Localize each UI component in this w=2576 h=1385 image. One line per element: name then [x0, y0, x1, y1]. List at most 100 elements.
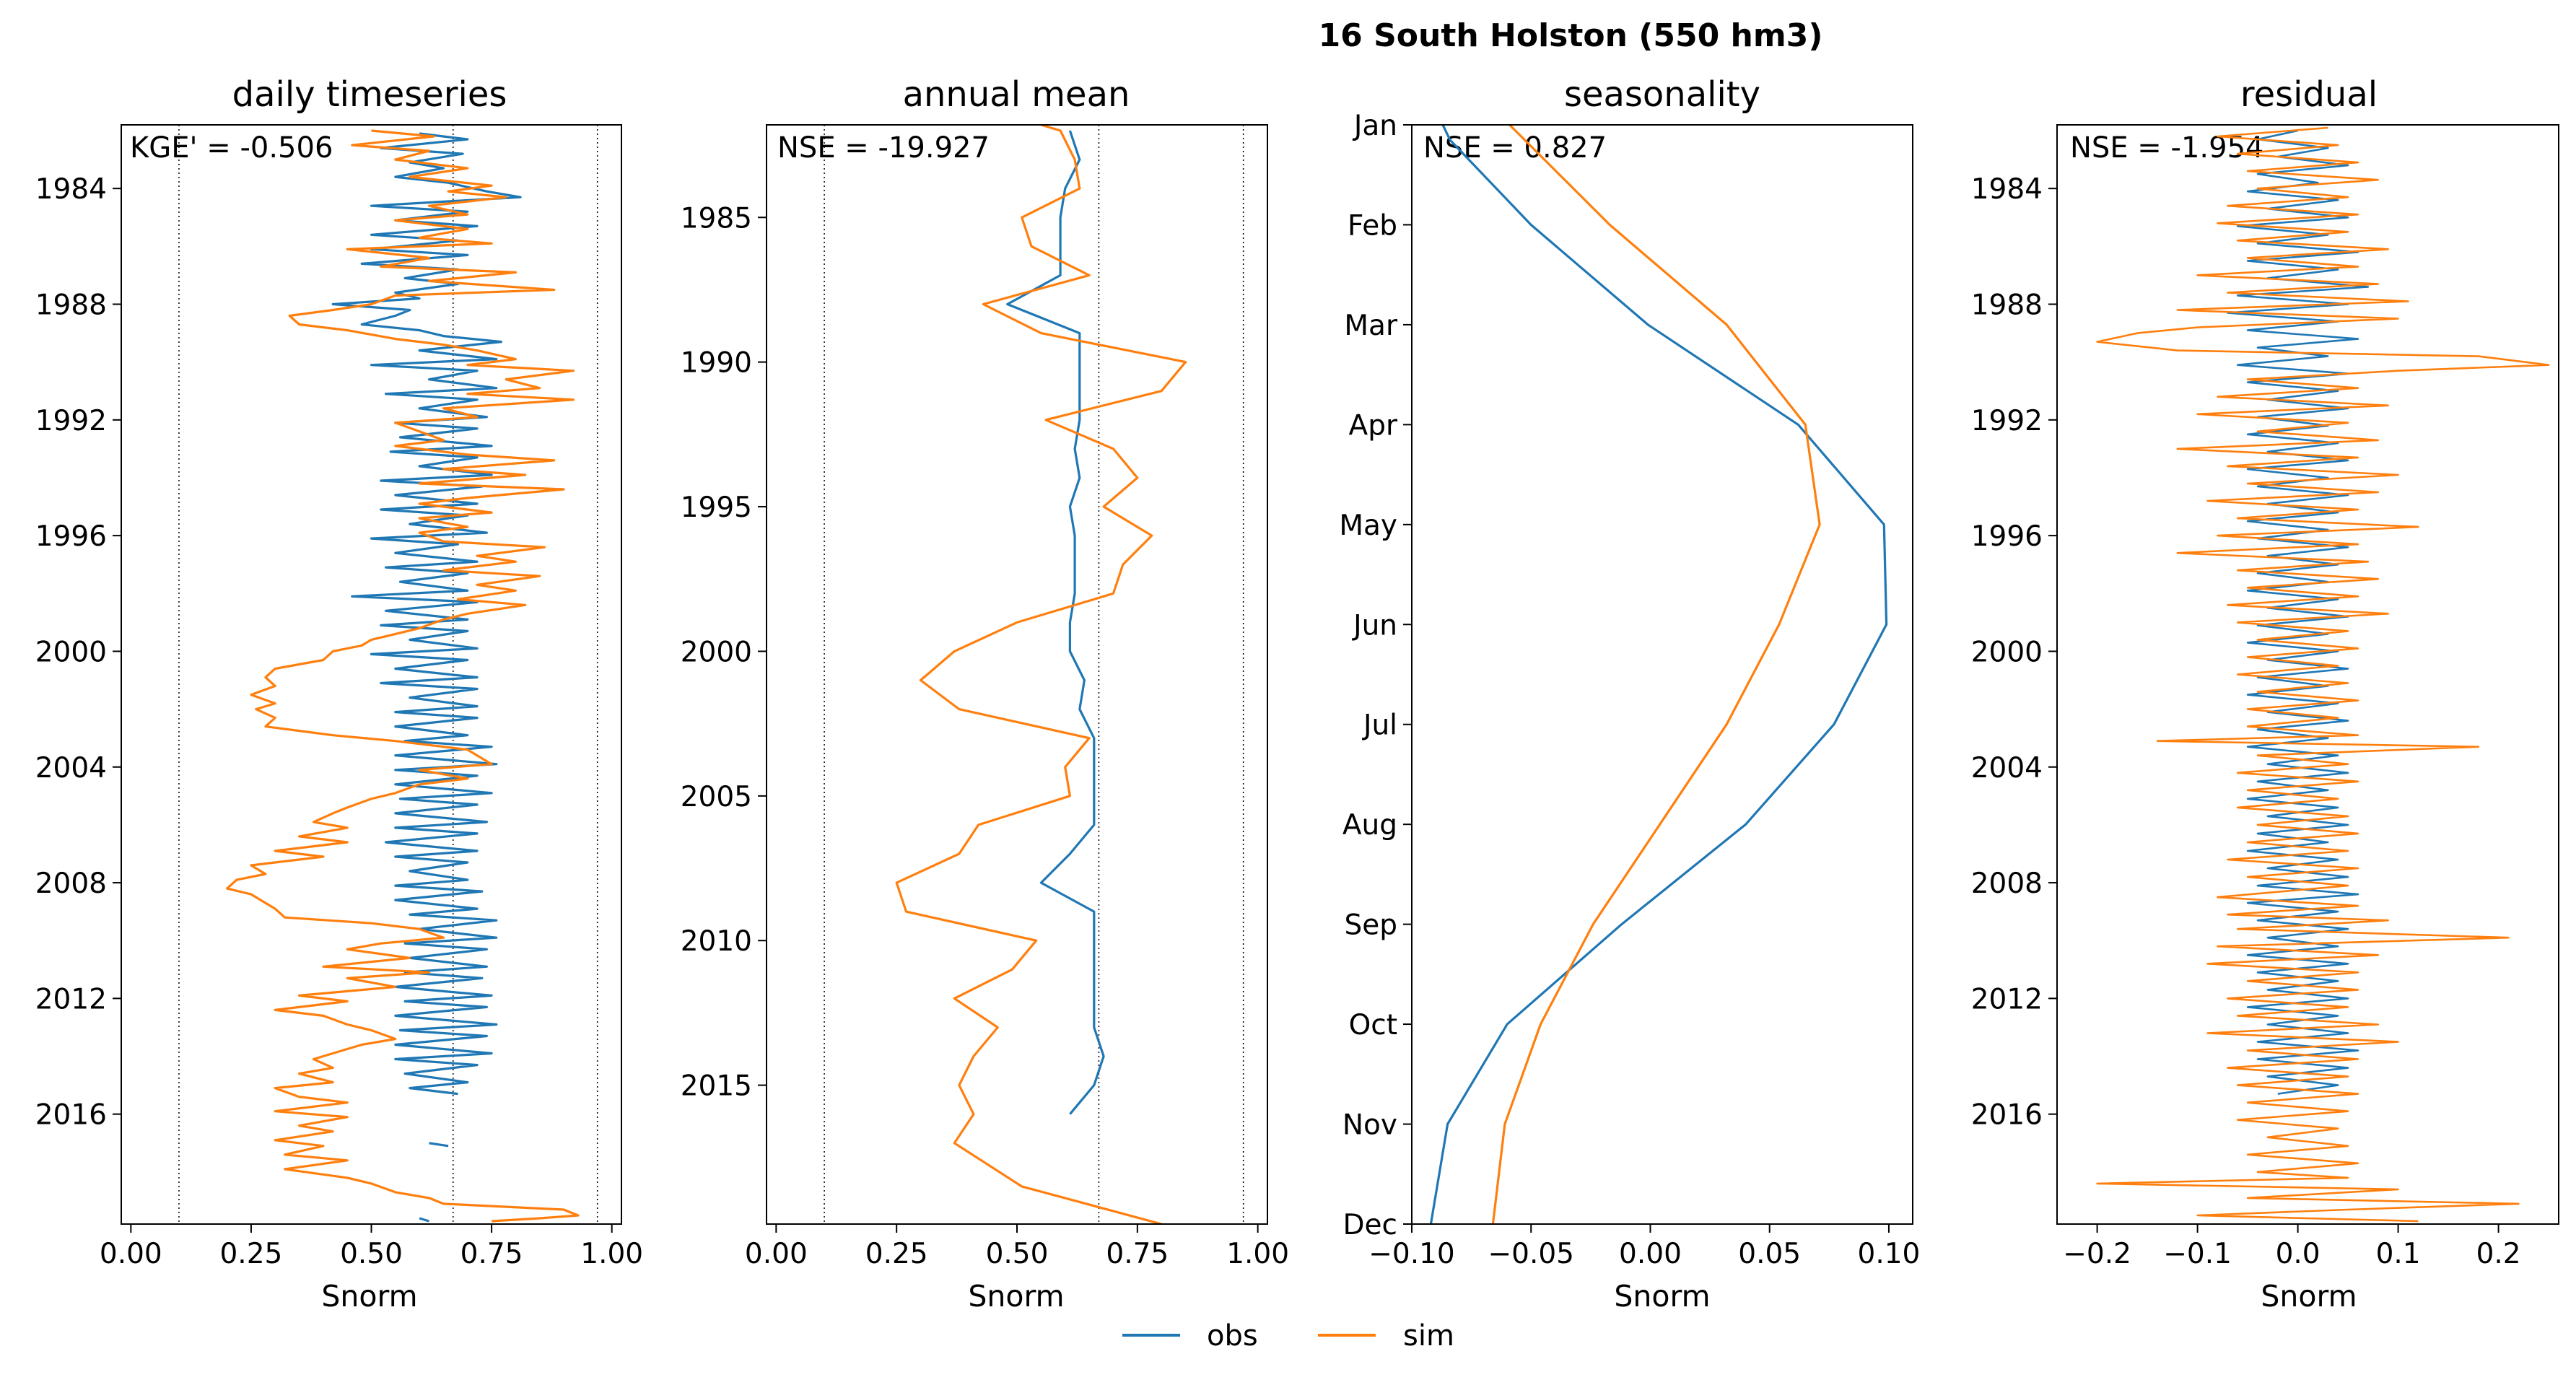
y-tick-label-annual-1: 1990 — [681, 347, 752, 380]
nse-annotation-residual: NSE = -1.954 — [2070, 131, 2263, 165]
y-tick-label-season-11: Dec — [1343, 1209, 1397, 1241]
x-tick-label-season-1: −0.05 — [1488, 1238, 1574, 1270]
y-tick-label-residual-0: 1984 — [1971, 173, 2043, 206]
series-line-obs-daily-1 — [429, 1142, 449, 1148]
axes-frame-daily — [121, 124, 622, 1225]
y-tick-label-residual-7: 2012 — [1971, 983, 2043, 1015]
x-tick-label-daily-1: 0.25 — [219, 1238, 282, 1270]
series-line-sim-season-1 — [1491, 125, 1821, 1224]
y-tick-label-season-1: Feb — [1348, 209, 1397, 242]
x-tick-label-daily-4: 1.00 — [580, 1238, 643, 1270]
panel-title-residual: residual — [2240, 74, 2378, 115]
x-axis-label-residual: Snorm — [2261, 1279, 2357, 1314]
legend: obs sim — [1122, 1319, 1454, 1353]
series-line-sim-annual-1 — [895, 125, 1187, 1224]
x-tick-label-annual-4: 1.00 — [1226, 1238, 1289, 1270]
x-tick-label-daily-0: 0.00 — [100, 1238, 162, 1270]
x-tick-label-annual-2: 0.50 — [986, 1238, 1049, 1270]
x-tick-label-annual-0: 0.00 — [745, 1238, 808, 1270]
x-tick-label-season-3: 0.05 — [1738, 1238, 1801, 1270]
y-tick-label-daily-4: 2000 — [35, 636, 107, 668]
panel-title-seasonality: seasonality — [1564, 74, 1760, 115]
x-axis-label-annual: Snorm — [968, 1279, 1064, 1314]
x-tick-label-residual-4: 0.2 — [2476, 1238, 2521, 1270]
x-tick-label-season-2: 0.00 — [1619, 1238, 1682, 1270]
x-tick-label-residual-2: 0.0 — [2276, 1238, 2320, 1270]
y-tick-label-daily-2: 1992 — [35, 405, 107, 437]
y-tick-label-residual-8: 2016 — [1971, 1099, 2043, 1132]
plot-area-seasonality: −0.10 −0.05 0.00 0.05 0.10 Jan Feb Mar Apr May Jun… — [1339, 110, 1920, 1270]
plot-area-daily: 0.00 0.25 0.50 0.75 1.00 1984 1988 1992 1996 2000… — [35, 124, 643, 1270]
panel-seasonality: seasonality Snorm NSE = 0.827 −0.10 −0.05… — [1339, 74, 1920, 1314]
y-tick-label-season-0: Jan — [1352, 110, 1397, 142]
legend-label-obs: obs — [1207, 1319, 1258, 1353]
y-tick-label-daily-6: 2008 — [35, 868, 107, 900]
x-tick-label-residual-1: −0.1 — [2163, 1238, 2232, 1270]
y-tick-label-season-7: Aug — [1342, 809, 1397, 842]
y-tick-label-season-4: May — [1339, 510, 1397, 542]
series-line-obs-annual-0 — [1006, 130, 1105, 1115]
y-tick-label-residual-5: 2004 — [1971, 752, 2043, 785]
y-tick-label-annual-3: 2000 — [681, 636, 752, 668]
panel-title-daily: daily timeseries — [232, 74, 507, 115]
series-group-daily — [226, 129, 580, 1223]
plot-area-annual: 0.00 0.25 0.50 0.75 1.00 1985 1990 1995 2000 2005… — [681, 124, 1289, 1270]
series-line-sim-daily-3 — [226, 129, 580, 1223]
y-tick-label-residual-1: 1988 — [1971, 289, 2043, 321]
x-tick-label-season-0: −0.10 — [1368, 1238, 1455, 1270]
axes-frame-season — [1411, 124, 1913, 1225]
axes-frame-residual — [2056, 124, 2559, 1225]
panel-title-annual: annual mean — [903, 74, 1130, 115]
series-group-residual — [2096, 126, 2550, 1223]
y-tick-label-season-3: Apr — [1349, 409, 1398, 442]
series-group-annual — [895, 125, 1187, 1224]
y-tick-label-daily-0: 1984 — [35, 173, 107, 206]
y-tick-label-daily-1: 1988 — [35, 289, 107, 321]
y-tick-label-annual-4: 2005 — [681, 781, 752, 813]
y-tick-label-residual-2: 1992 — [1971, 405, 2043, 437]
y-tick-label-daily-7: 2012 — [35, 983, 107, 1015]
y-tick-label-annual-5: 2010 — [681, 925, 752, 958]
x-tick-label-residual-3: 0.1 — [2376, 1238, 2421, 1270]
y-tick-label-season-8: Sep — [1344, 909, 1397, 942]
series-line-obs-season-0 — [1429, 125, 1888, 1224]
nse-annotation-seasonality: NSE = 0.827 — [1423, 131, 1607, 165]
y-tick-label-daily-3: 1996 — [35, 520, 107, 553]
y-tick-label-daily-8: 2016 — [35, 1099, 107, 1132]
x-tick-label-daily-2: 0.50 — [340, 1238, 403, 1270]
figure-suptitle: 16 South Holston (550 hm3) — [1319, 17, 1823, 54]
y-tick-label-daily-5: 2004 — [35, 752, 107, 785]
y-tick-label-residual-6: 2008 — [1971, 868, 2043, 900]
y-tick-label-annual-0: 1985 — [681, 202, 752, 235]
x-axis-label-daily: Snorm — [321, 1279, 417, 1314]
kge-annotation: KGE' = -0.506 — [130, 131, 333, 165]
panel-annual: annual mean Snorm NSE = -19.927 0.00 0.25… — [681, 74, 1289, 1314]
y-tick-label-season-2: Mar — [1344, 310, 1398, 342]
y-tick-label-season-6: Jul — [1361, 709, 1397, 742]
series-line-obs-daily-2 — [419, 1217, 429, 1223]
x-tick-label-annual-3: 0.75 — [1106, 1238, 1169, 1270]
x-tick-label-residual-0: −0.2 — [2063, 1238, 2131, 1270]
panel-residual: residual Snorm NSE = -1.954 −0.2 −0.1 0.0 0… — [1971, 74, 2559, 1314]
x-tick-label-daily-3: 0.75 — [460, 1238, 523, 1270]
x-tick-label-annual-1: 0.25 — [865, 1238, 928, 1270]
y-tick-label-residual-4: 2000 — [1971, 636, 2043, 668]
y-tick-label-annual-6: 2015 — [681, 1070, 752, 1103]
series-line-obs-residual-0 — [2227, 129, 2370, 1095]
nse-annotation-annual: NSE = -19.927 — [777, 131, 990, 165]
y-tick-label-season-5: Jun — [1351, 609, 1397, 642]
panel-daily: daily timeseries Snorm KGE' = -0.506 0.0… — [35, 74, 643, 1314]
y-tick-label-annual-2: 1995 — [681, 491, 752, 524]
y-tick-label-season-9: Oct — [1349, 1009, 1397, 1041]
x-axis-label-seasonality: Snorm — [1614, 1279, 1710, 1314]
series-line-obs-daily-0 — [331, 132, 522, 1096]
axes-frame-annual — [766, 124, 1268, 1225]
x-tick-label-season-4: 0.10 — [1858, 1238, 1921, 1270]
plot-area-residual: −0.2 −0.1 0.0 0.1 0.2 1984 1988 1992 1996 2000 200… — [1971, 124, 2559, 1270]
series-line-sim-residual-1 — [2096, 126, 2550, 1223]
y-tick-label-season-10: Nov — [1342, 1109, 1397, 1142]
series-group-season — [1429, 125, 1888, 1224]
y-tick-label-residual-3: 1996 — [1971, 520, 2043, 553]
legend-label-sim: sim — [1403, 1319, 1454, 1353]
